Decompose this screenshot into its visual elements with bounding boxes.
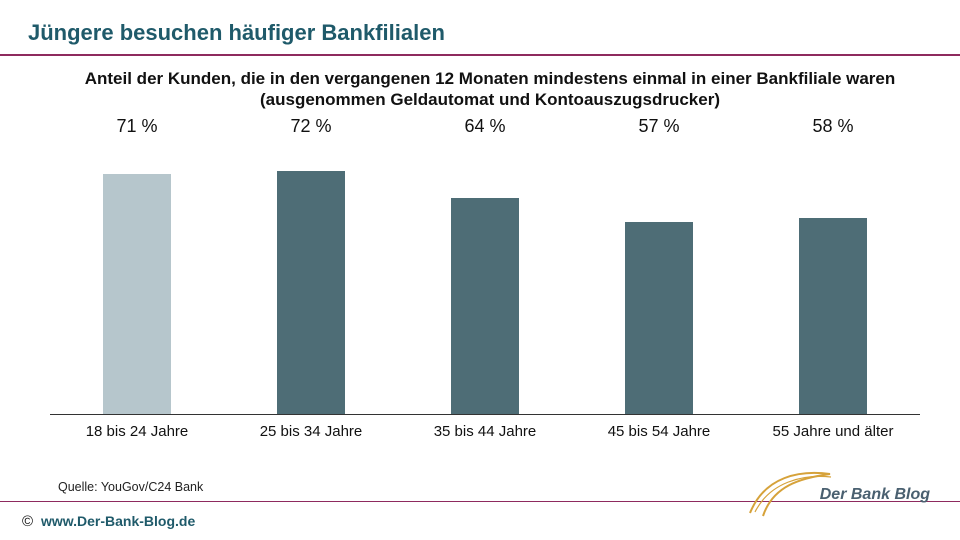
footer-url: www.Der-Bank-Blog.de [41, 513, 195, 529]
chart-subtitle: Anteil der Kunden, die in den vergangene… [60, 68, 920, 111]
bar [103, 174, 171, 414]
bar [625, 222, 693, 414]
bar-slot: 57 % [572, 145, 746, 414]
page-title: Jüngere besuchen häufiger Bankfilialen [28, 20, 445, 46]
bar [277, 171, 345, 414]
bar-value-label: 58 % [746, 116, 920, 145]
subtitle-line-1: Anteil der Kunden, die in den vergangene… [85, 69, 896, 88]
bar-fill [799, 218, 867, 414]
bar-slot: 58 % [746, 145, 920, 414]
bar [799, 218, 867, 414]
bar-fill [451, 198, 519, 414]
brand-text: Der Bank Blog [820, 486, 930, 504]
bar-value-label: 72 % [224, 116, 398, 145]
page: Jüngere besuchen häufiger Bankfilialen A… [0, 0, 960, 540]
x-axis-label: 35 bis 44 Jahre [398, 417, 572, 445]
x-axis-label: 55 Jahre und älter [746, 417, 920, 445]
bar-value-label: 57 % [572, 116, 746, 145]
bar-slot: 64 % [398, 145, 572, 414]
copyright-symbol: © [22, 513, 33, 530]
x-axis: 18 bis 24 Jahre 25 bis 34 Jahre 35 bis 4… [50, 417, 920, 445]
bar-chart: 71 % 72 % 64 % 57 % 58 % 18 bis 24 Jahre [50, 130, 920, 445]
x-axis-label: 18 bis 24 Jahre [50, 417, 224, 445]
bar-value-label: 71 % [50, 116, 224, 145]
bar-slot: 71 % [50, 145, 224, 414]
subtitle-line-2: (ausgenommen Geldautomat und Kontoauszug… [260, 90, 720, 109]
source-label: Quelle: YouGov/C24 Bank [58, 480, 203, 494]
bars-row: 71 % 72 % 64 % 57 % 58 % [50, 145, 920, 415]
bar-fill [625, 222, 693, 414]
bar-value-label: 64 % [398, 116, 572, 145]
bar-fill [103, 174, 171, 414]
x-axis-label: 25 bis 34 Jahre [224, 417, 398, 445]
title-rule [0, 54, 960, 56]
brand-logo: Der Bank Blog [745, 468, 930, 518]
bar [451, 198, 519, 414]
x-axis-label: 45 bis 54 Jahre [572, 417, 746, 445]
bar-slot: 72 % [224, 145, 398, 414]
bar-fill [277, 171, 345, 414]
footer: © www.Der-Bank-Blog.de [22, 513, 195, 530]
